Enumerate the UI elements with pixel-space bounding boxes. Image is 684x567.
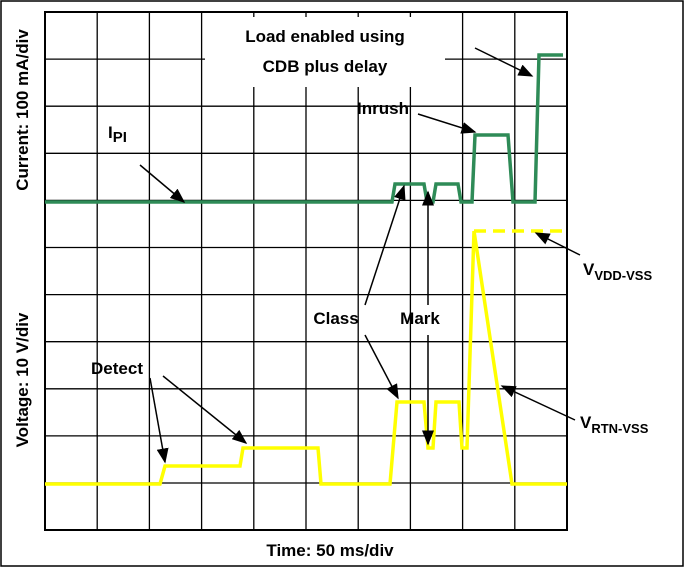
arrow bbox=[139, 164, 186, 203]
annotation: VRTN-VSS bbox=[580, 413, 649, 436]
plot-border bbox=[44, 11, 568, 531]
arrow bbox=[417, 113, 477, 134]
annotation: Detect bbox=[91, 359, 143, 378]
annotation: Mark bbox=[400, 309, 440, 328]
arrow bbox=[474, 47, 534, 77]
annotation: VVDD-VSS bbox=[583, 260, 652, 283]
arrow bbox=[500, 385, 576, 421]
current-trace bbox=[45, 53, 563, 204]
voltage-trace bbox=[45, 230, 567, 486]
annotation: Inrush bbox=[357, 99, 409, 118]
x-axis-label: Time: 50 ms/div bbox=[266, 541, 394, 560]
y-axis-label: Voltage: 10 V/div bbox=[13, 312, 32, 447]
arrows bbox=[139, 47, 581, 464]
grid bbox=[45, 12, 567, 530]
annotation: CDB plus delay bbox=[263, 57, 388, 76]
arrow bbox=[149, 377, 169, 464]
annotation: IPI bbox=[108, 123, 127, 146]
arrow bbox=[364, 334, 399, 400]
arrow bbox=[364, 184, 406, 306]
label-box bbox=[205, 17, 445, 87]
annotation: Class bbox=[313, 309, 358, 328]
arrow bbox=[162, 375, 248, 444]
arrow bbox=[534, 232, 581, 256]
annotation: Load enabled using bbox=[245, 27, 405, 46]
y-axis-label: Current: 100 mA/div bbox=[13, 29, 32, 191]
